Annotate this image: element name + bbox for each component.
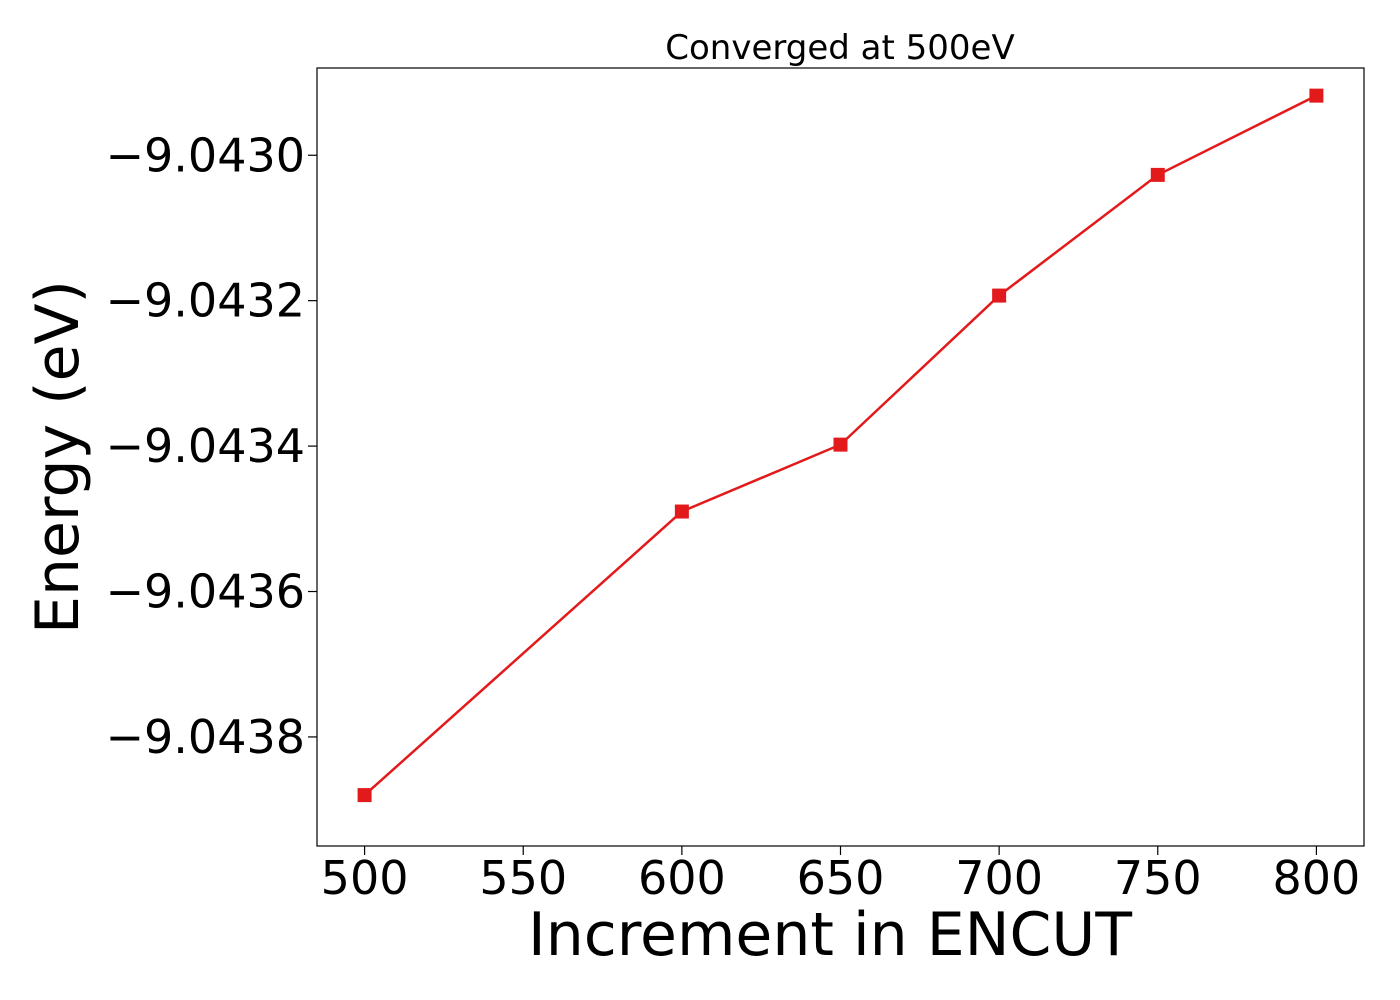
data-point-marker	[1309, 88, 1324, 103]
y-axis-label: Energy (eV)	[23, 280, 93, 634]
plot-frame	[316, 67, 1365, 847]
x-tick-label: 500	[321, 851, 409, 905]
x-tick-label: 700	[955, 851, 1043, 905]
data-point-marker	[833, 437, 848, 452]
plot-marks	[357, 88, 1324, 803]
x-axis-label: Increment in ENCUT	[528, 900, 1132, 970]
x-tick-label: 650	[797, 851, 885, 905]
series-line	[363, 94, 1317, 797]
y-tick-label: −9.0438	[106, 710, 306, 764]
y-tick-label: −9.0430	[106, 128, 306, 182]
x-tick-label: 600	[638, 851, 726, 905]
x-tick-label: 750	[1114, 851, 1202, 905]
data-point-marker	[357, 788, 372, 803]
data-point-marker	[1150, 167, 1165, 182]
chart-title: Converged at 500eV	[665, 28, 1014, 68]
data-point-marker	[992, 288, 1007, 303]
y-tick-label: −9.0436	[106, 565, 306, 619]
y-axis-ticks: −9.0438 −9.0436 −9.0434 −9.0432 −9.0430	[106, 128, 317, 764]
y-tick-label: −9.0432	[106, 274, 306, 328]
x-tick-label: 800	[1273, 851, 1361, 905]
y-tick-label: −9.0434	[106, 419, 306, 473]
x-tick-label: 550	[479, 851, 567, 905]
data-point-marker	[674, 504, 689, 519]
x-axis-ticks: 500 550 600 650 700 750 800	[321, 846, 1361, 905]
